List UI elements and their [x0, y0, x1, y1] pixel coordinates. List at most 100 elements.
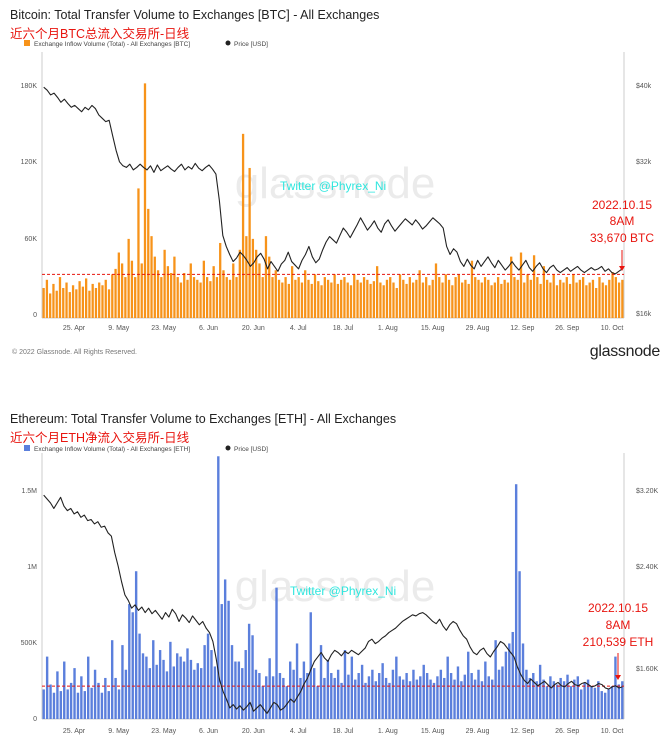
inflow-bar: [275, 587, 278, 719]
x-tick-label: 4. Jul: [290, 325, 307, 332]
x-tick-label: 26. Sep: [555, 325, 579, 332]
watermark-text: glassnode: [235, 159, 436, 208]
inflow-bar: [80, 676, 83, 719]
inflow-bar: [556, 684, 559, 719]
inflow-bar: [121, 645, 124, 719]
inflow-bar: [182, 661, 186, 719]
inflow-bar: [101, 285, 104, 318]
x-tick-label: 29. Aug: [466, 325, 490, 332]
x-tick-label: 20. Jun: [242, 728, 265, 735]
inflow-bar: [581, 277, 585, 318]
inflow-bar: [425, 277, 428, 318]
inflow-bar: [611, 272, 614, 318]
inflow-bar: [145, 656, 148, 719]
inflow-bar: [434, 263, 438, 318]
inflow-bar: [490, 285, 493, 318]
inflow-bar: [598, 277, 601, 318]
inflow-bar: [316, 686, 319, 719]
inflow-bar: [68, 292, 71, 318]
inflow-bar: [456, 666, 460, 719]
inflow-bar: [223, 579, 227, 719]
x-tick-label: 20. Jun: [242, 325, 265, 332]
inflow-bar: [137, 188, 140, 318]
inflow-bar: [83, 691, 86, 719]
inflow-bar: [367, 676, 371, 719]
inflow-bar: [568, 283, 572, 318]
inflow-bar: [98, 282, 101, 318]
inflow-bar: [220, 604, 223, 719]
inflow-bar: [510, 256, 513, 318]
inflow-bar: [578, 279, 582, 318]
inflow-bar: [538, 664, 542, 719]
inflow-bar: [255, 249, 258, 318]
inflow-bar: [501, 666, 504, 719]
inflow-bar: [285, 686, 288, 719]
inflow-bar: [588, 282, 591, 318]
inflow-bar: [205, 277, 209, 318]
inflow-bar: [238, 249, 241, 318]
x-tick-label: 15. Aug: [421, 325, 445, 332]
inflow-bar: [552, 681, 556, 719]
twitter-handle: Twitter @Phyrex_Ni: [290, 584, 396, 598]
inflow-bar: [287, 283, 291, 318]
inflow-bar: [356, 279, 359, 318]
inflow-bar: [49, 293, 52, 318]
eth-chart-panel: Ethereum: Total Transfer Volume to Excha…: [0, 405, 668, 741]
inflow-bar: [552, 274, 555, 318]
inflow-bar: [590, 686, 593, 719]
legend-swatch-inflow: [24, 445, 30, 451]
inflow-bar: [408, 277, 411, 318]
inflow-bar: [127, 238, 130, 318]
inflow-bar: [336, 669, 340, 719]
inflow-bar: [539, 283, 542, 318]
inflow-bar: [528, 677, 532, 719]
inflow-bar: [52, 692, 56, 719]
inflow-bar: [405, 283, 408, 318]
x-tick-label: 12. Sep: [510, 728, 534, 735]
inflow-bar: [473, 679, 477, 719]
inflow-bar: [526, 274, 529, 318]
x-tick-label: 18. Jul: [333, 728, 354, 735]
inflow-bar: [519, 252, 523, 318]
inflow-bar: [379, 282, 382, 318]
inflow-bar: [148, 668, 152, 719]
inflow-bar: [172, 666, 176, 719]
inflow-bar: [271, 277, 274, 318]
inflow-bar: [617, 684, 621, 719]
inflow-bar: [170, 272, 173, 318]
inflow-bar: [189, 263, 192, 318]
price-line: [43, 494, 623, 715]
inflow-bar: [523, 282, 526, 318]
inflow-bar: [186, 279, 189, 318]
inflow-bar: [124, 669, 128, 719]
y-left-tick-label: 180K: [21, 83, 38, 90]
inflow-bar: [55, 290, 58, 318]
inflow-bar: [62, 287, 65, 318]
inflow-bar: [369, 283, 372, 318]
inflow-bar: [461, 282, 464, 318]
inflow-bar: [277, 279, 281, 318]
inflow-bar: [104, 279, 107, 318]
inflow-bar: [114, 268, 117, 318]
x-tick-label: 26. Sep: [555, 728, 579, 735]
inflow-bar: [274, 270, 277, 318]
inflow-bar: [350, 656, 354, 719]
inflow-bar: [326, 279, 330, 318]
inflow-bar: [460, 681, 463, 719]
inflow-bar: [593, 687, 597, 719]
inflow-bar: [59, 691, 63, 719]
inflow-bar: [189, 659, 193, 719]
inflow-bar: [572, 274, 575, 318]
inflow-bar: [153, 256, 156, 318]
inflow-bar: [529, 279, 532, 318]
inflow-bar: [160, 277, 163, 318]
inflow-bar: [444, 274, 447, 318]
inflow-bar: [251, 238, 255, 318]
inflow-bar: [597, 681, 600, 719]
inflow-bar: [506, 282, 510, 318]
inflow-bar: [120, 263, 124, 318]
x-tick-label: 4. Jul: [290, 728, 307, 735]
inflow-bar: [562, 282, 565, 318]
inflow-bar: [398, 676, 401, 719]
inflow-bar: [104, 677, 107, 719]
